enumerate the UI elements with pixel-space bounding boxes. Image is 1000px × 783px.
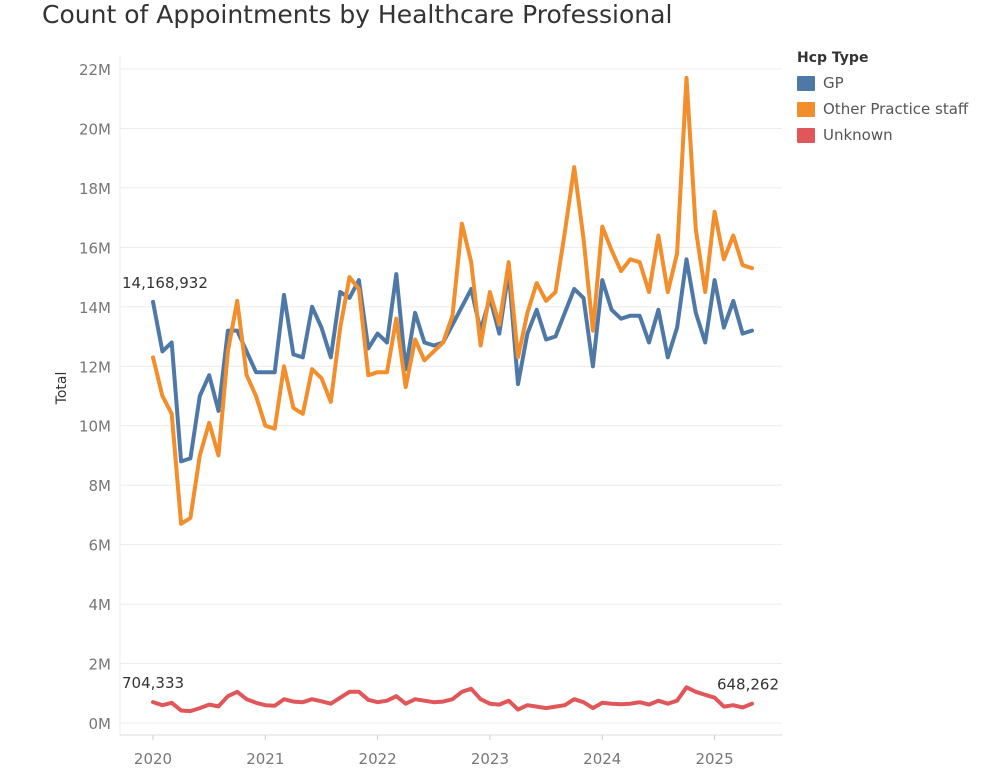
- y-tick-label: 10M: [79, 418, 111, 436]
- series-lines: [151, 75, 754, 714]
- y-tick-label: 2M: [89, 656, 112, 674]
- y-tick-label: 14M: [79, 299, 111, 317]
- data-annotations: 14,168,932 704,333 648,262: [122, 274, 779, 694]
- x-tick-label: 2022: [359, 750, 397, 768]
- legend-item-other-practice-staff[interactable]: Other Practice staff: [797, 96, 968, 122]
- legend-swatch-unknown: [797, 127, 815, 143]
- y-tick-label: 12M: [79, 358, 111, 376]
- data-label: 14,168,932: [122, 274, 208, 292]
- legend-label-unknown: Unknown: [823, 126, 893, 144]
- x-tick-label: 2025: [695, 750, 733, 768]
- legend-item-gp[interactable]: GP: [797, 70, 968, 96]
- legend-swatch-other-practice-staff: [797, 101, 815, 117]
- legend-title: Hcp Type: [797, 50, 869, 66]
- data-label: 648,262: [717, 676, 779, 694]
- x-axis-ticks: 2020 2021 2022 2023 2024 2025: [134, 735, 734, 768]
- data-label: 704,333: [122, 674, 184, 692]
- y-tick-label: 6M: [89, 537, 112, 555]
- chart-title: Count of Appointments by Healthcare Prof…: [42, 0, 673, 29]
- x-tick-label: 2023: [471, 750, 509, 768]
- y-tick-label: 4M: [89, 596, 112, 614]
- legend-label-other-practice-staff: Other Practice staff: [823, 100, 969, 118]
- y-tick-label: 16M: [79, 239, 111, 257]
- y-tick-label: 0M: [89, 715, 112, 733]
- y-tick-label: 20M: [79, 120, 111, 138]
- y-axis-ticks: 0M 2M 4M 6M 8M 10M 12M 14M 16M 18M 20M 22M: [79, 61, 111, 733]
- gridlines: [119, 55, 782, 736]
- y-tick-label: 22M: [79, 61, 111, 79]
- y-tick-label: 8M: [89, 477, 112, 495]
- legend-swatch-gp: [797, 75, 815, 91]
- y-tick-label: 18M: [79, 180, 111, 198]
- x-tick-label: 2024: [583, 750, 621, 768]
- series-line-gp[interactable]: [151, 257, 754, 464]
- legend: Hcp Type GP Other Practice staff Unknown: [797, 50, 968, 148]
- series-line-other-practice-staff[interactable]: [151, 75, 754, 526]
- series-line-unknown[interactable]: [151, 685, 754, 714]
- legend-item-unknown[interactable]: Unknown: [797, 122, 968, 148]
- x-tick-label: 2021: [246, 750, 284, 768]
- y-axis-label: Total: [54, 372, 70, 406]
- legend-label-gp: GP: [823, 74, 844, 92]
- x-tick-label: 2020: [134, 750, 172, 768]
